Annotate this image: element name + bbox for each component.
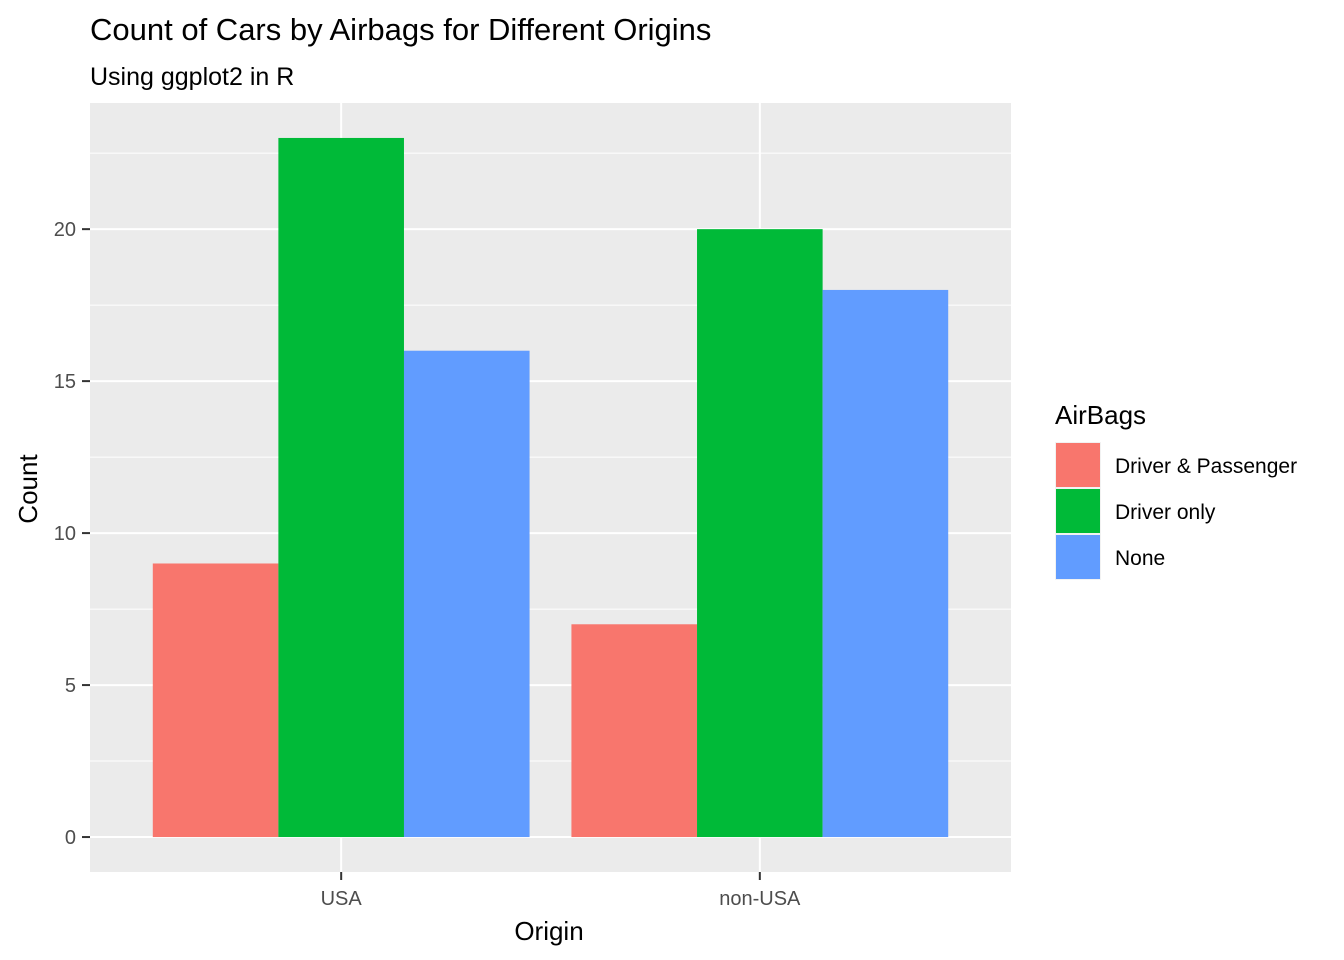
x-axis: USA non-USA: [321, 872, 801, 910]
bar-non-usa-driver-only: [697, 229, 823, 838]
y-axis-title: Count: [13, 454, 43, 524]
bar-non-usa-driver-passenger: [571, 624, 698, 838]
legend-title: AirBags: [1055, 400, 1146, 430]
bar-usa-driver-passenger: [152, 563, 279, 838]
legend-key-swatch: [1056, 443, 1100, 487]
legend-label: None: [1115, 547, 1165, 570]
legend-key-swatch: [1056, 489, 1100, 533]
bar-usa-none: [403, 350, 530, 838]
y-tick-label: 10: [54, 523, 76, 545]
x-axis-title: Origin: [514, 916, 583, 946]
legend-key-swatch: [1056, 535, 1100, 579]
y-axis: 0 5 10 15 20: [54, 219, 90, 849]
y-tick-label: 15: [54, 371, 76, 393]
chart-title: Count of Cars by Airbags for Different O…: [90, 12, 711, 47]
x-tick-label: USA: [321, 888, 363, 910]
bars: [152, 137, 949, 838]
x-tick-label: non-USA: [719, 888, 801, 910]
y-tick-label: 5: [65, 675, 76, 697]
legend: AirBags Driver & Passenger Driver only Non…: [1055, 400, 1297, 580]
y-tick-label: 0: [65, 827, 76, 849]
chart-subtitle: Using ggplot2 in R: [90, 63, 294, 91]
bar-usa-driver-only: [278, 137, 404, 838]
legend-label: Driver only: [1115, 501, 1216, 524]
y-tick-label: 20: [54, 219, 76, 241]
bar-non-usa-none: [822, 289, 949, 838]
legend-label: Driver & Passenger: [1115, 455, 1297, 478]
